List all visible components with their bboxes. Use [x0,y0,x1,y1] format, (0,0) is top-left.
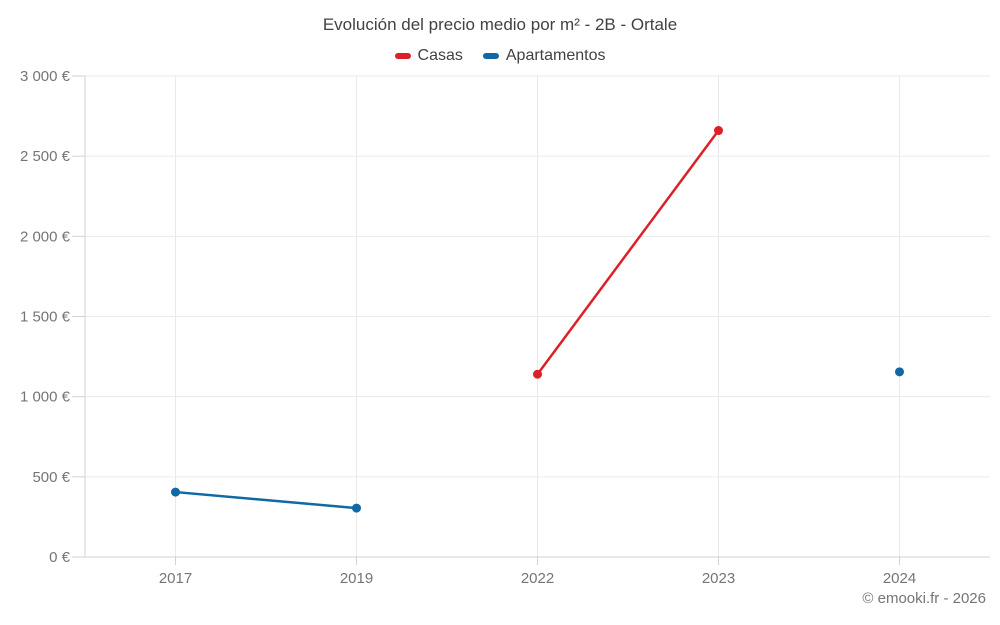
x-axis-tick-label: 2023 [702,570,735,587]
data-point-casas-2023[interactable] [714,126,723,136]
y-axis-tick-label: 500 € [32,469,70,486]
y-axis-tick-label: 1 000 € [20,389,71,406]
x-axis-tick-label: 2024 [883,570,916,587]
data-point-apartamentos-2019[interactable] [352,503,361,513]
x-axis-tick-label: 2019 [340,570,373,587]
y-axis-tick-label: 1 500 € [20,309,71,326]
legend-item-casas[interactable]: Casas [394,47,463,65]
data-point-apartamentos-2024[interactable] [895,367,904,377]
y-axis-tick-label: 2 500 € [20,148,71,165]
data-point-apartamentos-2017[interactable] [171,487,180,497]
y-axis-tick-label: 3 000 € [20,68,71,85]
series-line-casas [536,129,720,376]
casas-series-swatch-icon [394,53,411,59]
x-axis-tick-label: 2017 [159,570,192,587]
legend-item-apartamentos[interactable]: Apartamentos [482,47,606,65]
y-axis-tick-label: 0 € [49,549,71,566]
y-axis-tick-label: 2 000 € [20,228,71,245]
chart-title: Evolución del precio medio por m² - 2B -… [322,15,678,34]
legend-label-casas: Casas [417,47,463,64]
apartamentos-series-swatch-icon [482,53,499,59]
legend-label-apartamentos: Apartamentos [505,47,606,64]
data-point-casas-2022[interactable] [533,369,542,379]
series-line-apartamentos [174,490,358,510]
legend: Casas Apartamentos [0,45,1000,67]
copyright-credit: © emooki.fr - 2026 [862,590,986,607]
x-axis-tick-label: 2022 [521,570,554,587]
